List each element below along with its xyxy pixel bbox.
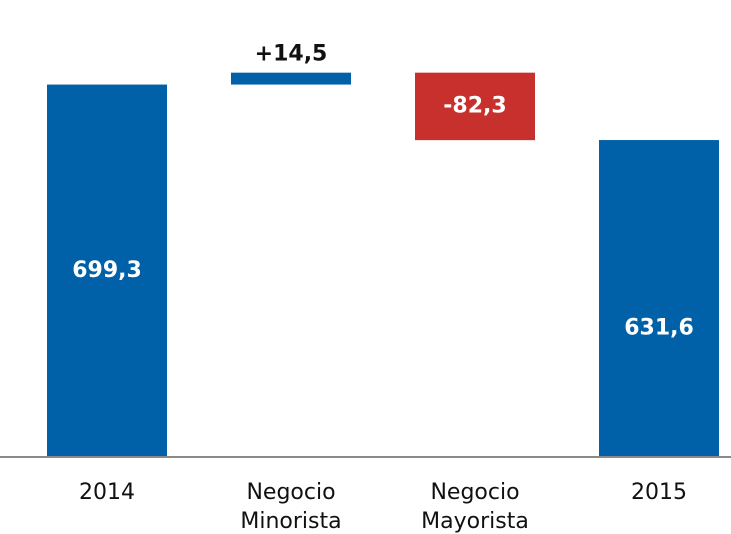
value-label: -82,3 [443, 93, 506, 118]
bar [599, 140, 719, 457]
x-tick-label: 2015 [631, 480, 687, 505]
x-tick-label: Negocio Mayorista [421, 480, 529, 534]
bar [231, 72, 351, 85]
value-label: +14,5 [255, 42, 328, 67]
x-tick-label: 2014 [79, 480, 135, 505]
value-label: 631,6 [624, 316, 694, 341]
bar [415, 72, 535, 141]
value-label: 699,3 [72, 258, 142, 283]
bar [47, 84, 167, 458]
x-tick-label: Negocio Minorista [240, 480, 342, 534]
